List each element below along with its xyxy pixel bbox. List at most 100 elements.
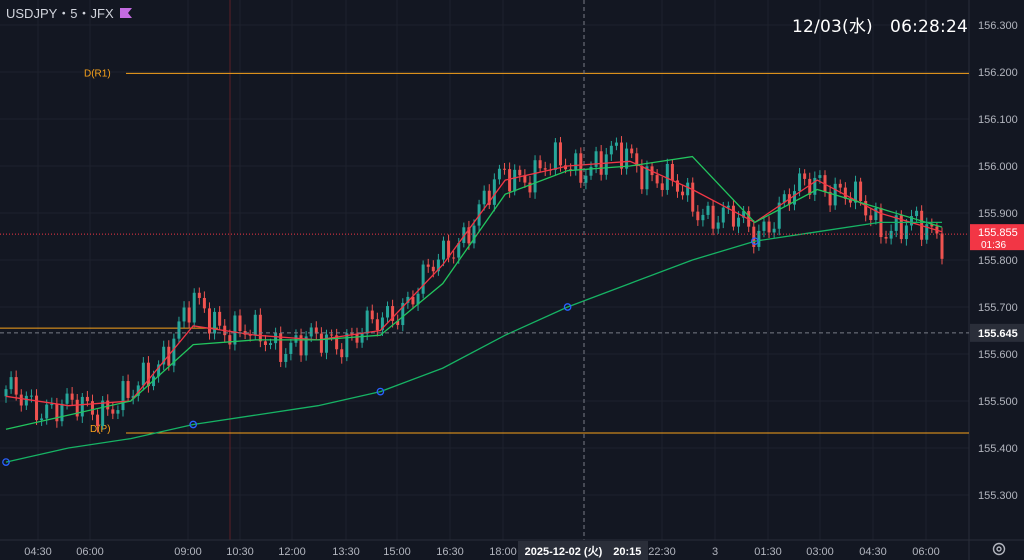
candle-body bbox=[396, 320, 400, 326]
candle-body bbox=[90, 401, 94, 415]
time-tick: 03:00 bbox=[806, 546, 834, 558]
candle-body bbox=[324, 334, 328, 353]
candle-body bbox=[854, 181, 858, 203]
candle-body bbox=[60, 403, 64, 422]
time-tick: 15:00 bbox=[383, 546, 411, 558]
candle-body bbox=[660, 183, 664, 190]
time-tick: 13:30 bbox=[332, 546, 360, 558]
candle-body bbox=[874, 207, 878, 221]
crosshair bbox=[0, 0, 969, 540]
candle-body bbox=[528, 182, 532, 193]
candle-body bbox=[35, 395, 39, 421]
candle-body bbox=[355, 334, 359, 343]
candle-body bbox=[492, 179, 496, 205]
candle-body bbox=[899, 215, 903, 240]
candle-body bbox=[925, 224, 929, 240]
candle-body bbox=[487, 190, 491, 205]
candle-body bbox=[614, 142, 618, 146]
price-axis[interactable]: 156.300 156.200 156.100 156.000 155.900 155.8… bbox=[970, 20, 1024, 502]
price-tick: 155.700 bbox=[978, 302, 1018, 314]
crosshair-time-label: 2025-12-02 (火) 20:15 bbox=[525, 545, 642, 558]
candle-body bbox=[675, 180, 679, 192]
candle-body bbox=[635, 153, 639, 166]
candle-body bbox=[706, 205, 710, 215]
candle-body bbox=[441, 240, 445, 260]
candle-body bbox=[365, 310, 369, 334]
slow-ma-line bbox=[5, 221, 942, 463]
candle-body bbox=[162, 346, 166, 365]
candle-body bbox=[513, 169, 517, 192]
time-tick: 06:00 bbox=[912, 546, 940, 558]
candle-body bbox=[884, 237, 888, 239]
candle-body bbox=[869, 215, 873, 221]
symbol-header[interactable]: USDJPY・5・JFX bbox=[6, 3, 132, 22]
candle-body bbox=[772, 228, 776, 233]
time-tick: 12:00 bbox=[278, 546, 306, 558]
candle-body bbox=[263, 341, 267, 345]
candle-body bbox=[45, 404, 49, 419]
candle-body bbox=[202, 297, 206, 309]
candle-body bbox=[604, 154, 608, 175]
candle-body bbox=[818, 175, 822, 178]
candle-body bbox=[197, 292, 201, 298]
fast-ma-line bbox=[5, 160, 943, 407]
candle-body bbox=[803, 173, 807, 179]
candle-body bbox=[85, 396, 89, 402]
candle-body bbox=[665, 163, 669, 190]
candle-body bbox=[401, 302, 405, 326]
price-tick: 156.100 bbox=[978, 114, 1018, 126]
candle-body bbox=[121, 381, 125, 411]
candle-body bbox=[111, 409, 115, 414]
candle-body bbox=[848, 198, 852, 203]
candle-body bbox=[258, 314, 262, 342]
candle-body bbox=[915, 210, 919, 217]
candle-body bbox=[482, 190, 486, 205]
candle-body bbox=[742, 211, 746, 218]
candle-body bbox=[767, 221, 771, 233]
time-tick: 22:30 bbox=[648, 546, 676, 558]
candle-body bbox=[798, 173, 802, 192]
time-tick: 04:30 bbox=[24, 546, 52, 558]
candle-body bbox=[630, 148, 634, 154]
candle-body bbox=[218, 311, 222, 326]
candle-body bbox=[523, 175, 527, 183]
crosshair-time-badge bbox=[518, 541, 648, 560]
candle-body bbox=[340, 349, 344, 358]
candle-body bbox=[350, 333, 354, 335]
candle-body bbox=[421, 264, 425, 294]
candle-body bbox=[70, 393, 74, 400]
candle-body bbox=[813, 177, 817, 195]
symbol-label: USDJPY・5・JFX bbox=[6, 6, 114, 21]
time-tick: 3 bbox=[712, 546, 718, 558]
candle-body bbox=[314, 327, 318, 334]
candle-body bbox=[579, 153, 583, 183]
candle-body bbox=[701, 214, 705, 221]
candle-body bbox=[96, 414, 100, 427]
candle-body bbox=[889, 230, 893, 239]
time-tick: 04:30 bbox=[859, 546, 887, 558]
candle-body bbox=[65, 393, 69, 404]
candle-body bbox=[126, 381, 130, 398]
candle-body bbox=[620, 142, 624, 169]
candle-body bbox=[930, 224, 934, 227]
price-tick: 155.300 bbox=[978, 490, 1018, 502]
mid-ma-line bbox=[5, 155, 943, 430]
pivot-label: D(R1) bbox=[84, 68, 111, 79]
candle-body bbox=[447, 240, 451, 258]
candle-body bbox=[904, 225, 908, 240]
candle-body bbox=[360, 333, 364, 343]
candle-body bbox=[691, 182, 695, 212]
candle-body bbox=[238, 315, 242, 332]
gear-icon[interactable] bbox=[991, 541, 1007, 557]
pivot-label: D(P) bbox=[90, 424, 111, 435]
flag-icon[interactable] bbox=[119, 7, 132, 18]
candle-body bbox=[330, 334, 334, 336]
candle-body bbox=[681, 191, 685, 196]
time-axis[interactable]: 04:30 06:00 09:00 10:30 12:00 13:30 15:00 16:30… bbox=[0, 539, 1024, 560]
candle-body bbox=[192, 292, 196, 323]
clock: 12/03(水) 06:28:24 bbox=[792, 17, 969, 37]
candle-body bbox=[569, 169, 573, 171]
candle-body bbox=[411, 296, 415, 305]
candle-body bbox=[406, 296, 410, 303]
